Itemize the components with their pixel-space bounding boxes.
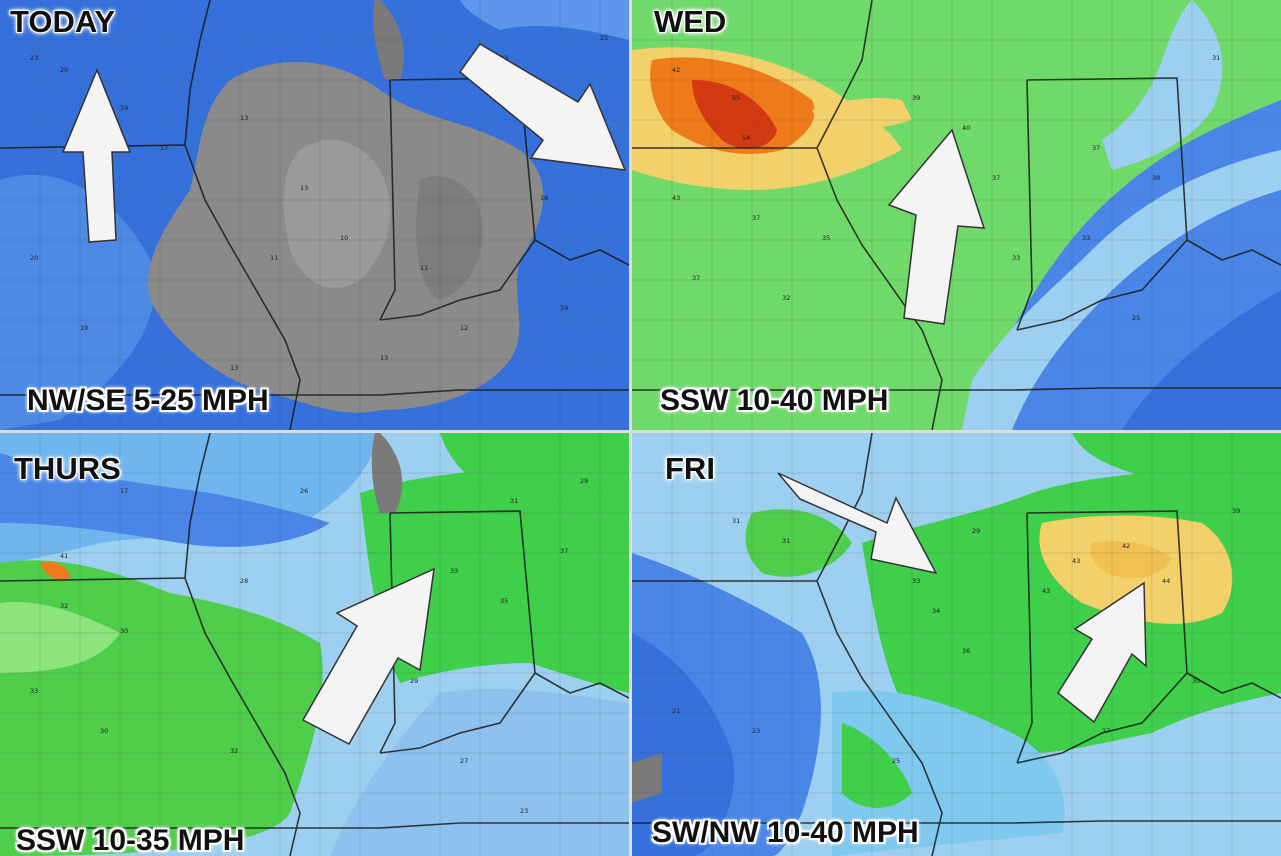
svg-text:36: 36 [962, 647, 970, 655]
svg-text:26: 26 [300, 487, 308, 495]
svg-text:20: 20 [60, 66, 68, 74]
svg-text:19: 19 [120, 104, 128, 112]
svg-text:40: 40 [962, 124, 970, 132]
svg-text:33: 33 [1082, 234, 1090, 242]
panel-day-label: THURS [14, 451, 121, 486]
svg-text:11: 11 [420, 264, 428, 272]
svg-text:31: 31 [510, 497, 518, 505]
svg-text:10: 10 [340, 234, 348, 242]
svg-text:21: 21 [672, 707, 680, 715]
svg-text:27: 27 [460, 757, 468, 765]
svg-text:31: 31 [782, 537, 790, 545]
panel-day-label: FRI [665, 451, 715, 486]
svg-text:39: 39 [912, 94, 920, 102]
svg-text:31: 31 [1212, 54, 1220, 62]
svg-text:37: 37 [692, 274, 700, 282]
svg-text:39: 39 [1232, 507, 1240, 515]
svg-text:54: 54 [742, 134, 750, 142]
svg-text:20: 20 [30, 254, 38, 262]
svg-text:37: 37 [752, 214, 760, 222]
svg-text:41: 41 [60, 552, 68, 560]
svg-text:30: 30 [1152, 174, 1160, 182]
svg-text:32: 32 [782, 294, 790, 302]
svg-text:30: 30 [1192, 677, 1200, 685]
arrow-southeast [777, 472, 938, 575]
arrow-north [887, 128, 986, 325]
svg-text:33: 33 [30, 687, 38, 695]
svg-text:35: 35 [822, 234, 830, 242]
svg-text:27: 27 [1102, 727, 1110, 735]
svg-text:25: 25 [892, 757, 900, 765]
svg-text:33: 33 [450, 567, 458, 575]
svg-text:29: 29 [410, 677, 418, 685]
svg-text:32: 32 [60, 602, 68, 610]
svg-text:29: 29 [580, 477, 588, 485]
svg-text:17: 17 [160, 144, 168, 152]
svg-text:13: 13 [230, 364, 238, 372]
svg-text:29: 29 [972, 527, 980, 535]
svg-text:55: 55 [732, 94, 740, 102]
panel-wind-caption: SW/NW 10-40 MPH [652, 816, 919, 849]
svg-text:33: 33 [912, 577, 920, 585]
svg-text:13: 13 [380, 354, 388, 362]
svg-text:42: 42 [1122, 542, 1130, 550]
svg-text:33: 33 [1012, 254, 1020, 262]
svg-text:28: 28 [240, 577, 248, 585]
svg-text:37: 37 [560, 547, 568, 555]
svg-text:43: 43 [672, 194, 680, 202]
svg-text:19: 19 [560, 304, 568, 312]
panel-wind-caption: SSW 10-40 MPH [660, 384, 889, 417]
svg-text:43: 43 [1042, 587, 1050, 595]
svg-text:13: 13 [300, 184, 308, 192]
svg-text:44: 44 [1162, 577, 1170, 585]
map-panel-thurs: 41 32 30 33 30 32 33 35 37 31 29 27 23 26 17 28 29 … [0, 433, 629, 856]
svg-text:18: 18 [540, 194, 548, 202]
svg-text:34: 34 [932, 607, 940, 615]
arrow-southeast [458, 43, 627, 171]
wind-map-fri: 43 42 44 43 34 36 33 31 31 21 23 25 27 30 39 29 [632, 433, 1281, 856]
svg-text:25: 25 [600, 34, 608, 42]
svg-text:23: 23 [520, 807, 528, 815]
svg-text:35: 35 [500, 597, 508, 605]
arrow-northeast [1057, 581, 1147, 724]
panel-wind-caption: SSW 10-35 MPH [16, 824, 245, 856]
panel-divider-vertical [629, 0, 632, 856]
svg-text:13: 13 [240, 114, 248, 122]
panel-day-label: TODAY [10, 4, 116, 39]
panel-day-label: WED [654, 4, 727, 39]
map-panel-fri: 43 42 44 43 34 36 33 31 31 21 23 25 27 30 39 29 FR… [632, 433, 1281, 856]
svg-text:30: 30 [120, 627, 128, 635]
wind-map-thurs: 41 32 30 33 30 32 33 35 37 31 29 27 23 26 17 28 29 [0, 433, 629, 856]
svg-text:12: 12 [460, 324, 468, 332]
svg-text:23: 23 [30, 54, 38, 62]
svg-text:19: 19 [80, 324, 88, 332]
svg-text:42: 42 [672, 66, 680, 74]
svg-text:37: 37 [992, 174, 1000, 182]
svg-text:30: 30 [100, 727, 108, 735]
arrow-north [61, 68, 132, 243]
svg-text:43: 43 [1072, 557, 1080, 565]
panel-divider-horizontal [0, 430, 1281, 433]
panel-wind-caption: NW/SE 5-25 MPH [27, 384, 269, 417]
svg-text:11: 11 [270, 254, 278, 262]
svg-text:31: 31 [732, 517, 740, 525]
svg-text:25: 25 [1132, 314, 1140, 322]
svg-text:23: 23 [752, 727, 760, 735]
svg-text:32: 32 [230, 747, 238, 755]
svg-text:17: 17 [120, 487, 128, 495]
svg-text:37: 37 [1092, 144, 1100, 152]
arrow-northeast [301, 567, 435, 745]
